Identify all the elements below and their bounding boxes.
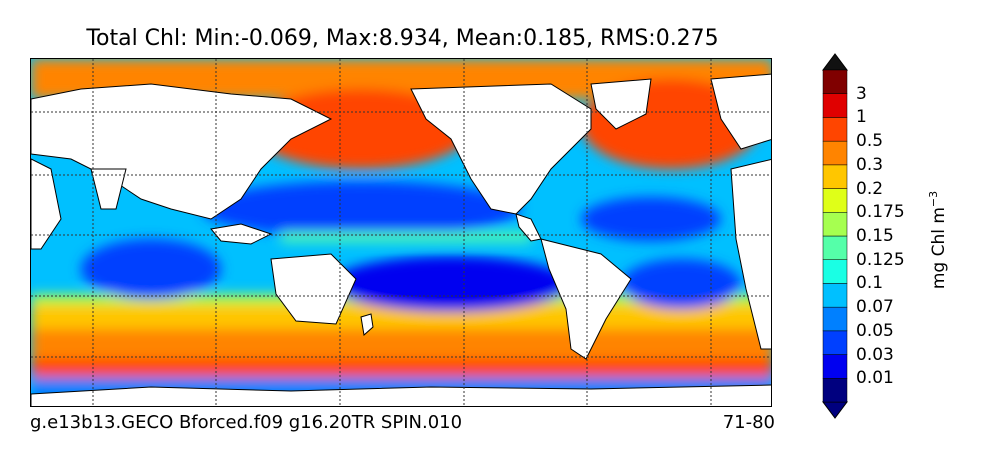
unit-exponent: −3 xyxy=(927,190,941,208)
unit-prefix: mg Chl m xyxy=(928,207,949,290)
colorbar-tick-label: 0.1 xyxy=(856,273,884,294)
south-pacific-gyre xyxy=(331,256,571,312)
colorbar-segment xyxy=(822,235,848,260)
colorbar-segment xyxy=(822,354,848,379)
land-maritime-continent xyxy=(210,223,273,245)
north-atlantic-gyre xyxy=(581,197,721,241)
colorbar-tick-label: 0.175 xyxy=(856,202,905,223)
land-central-america xyxy=(515,213,542,242)
colorbar-segment xyxy=(822,140,848,166)
land-south-america xyxy=(540,238,632,360)
colorbar-tick-label: 0.125 xyxy=(856,249,905,270)
land-australia xyxy=(270,253,357,325)
years-label: 71-80 xyxy=(722,412,775,433)
colorbar-segment xyxy=(822,188,848,213)
chlorophyll-map xyxy=(30,58,772,407)
colorbar-tick-label: 3 xyxy=(856,83,867,104)
colorbar-tick-label: 1 xyxy=(856,107,867,128)
land-africa-west xyxy=(31,158,62,250)
colorbar-tick-label: 0.3 xyxy=(856,154,884,175)
colorbar-tick-label: 0.15 xyxy=(856,226,894,246)
colorbar-tick-label: 0.01 xyxy=(856,368,894,389)
colorbar-max-arrow xyxy=(822,53,848,71)
equatorial-pacific-band xyxy=(281,232,531,242)
colorbar-segment xyxy=(822,93,848,118)
land-antarctica xyxy=(31,384,771,406)
colorbar-unit-label: mg Chl m−3 xyxy=(927,191,949,289)
south-atlantic-gyre xyxy=(621,259,741,309)
colorbar-segment xyxy=(822,117,848,142)
colorbar-tick-label: 0.2 xyxy=(856,178,884,199)
colorbar-segment xyxy=(822,306,848,332)
colorbar-segment xyxy=(822,69,848,94)
indian-gyre xyxy=(81,239,221,299)
land-greenland xyxy=(590,78,652,130)
colorbar-tick-label: 0.07 xyxy=(856,297,894,318)
colorbar-tick-label: 0.5 xyxy=(856,131,884,152)
land-africa-east xyxy=(730,158,771,350)
colorbar-min-arrow xyxy=(822,401,848,419)
land-north-america xyxy=(410,83,592,215)
colorbar-segment xyxy=(822,330,848,355)
colorbar-tick-label: 0.03 xyxy=(856,344,894,365)
land-new-zealand xyxy=(360,313,374,336)
colorbar-segment xyxy=(822,212,848,237)
chart-title: Total Chl: Min:-0.069, Max:8.934, Mean:0… xyxy=(86,26,719,51)
colorbar-segment xyxy=(822,378,848,403)
north-pacific-gyre xyxy=(201,181,521,237)
colorbar-segment xyxy=(822,164,848,189)
colorbar xyxy=(822,53,848,419)
colorbar-segment xyxy=(822,259,848,284)
run-name: g.e13b13.GECO Bforced.f09 g16.20TR SPIN.… xyxy=(30,412,463,433)
land-india xyxy=(90,168,127,210)
colorbar-tick-label: 0.05 xyxy=(856,320,894,341)
colorbar-segment xyxy=(822,283,848,308)
